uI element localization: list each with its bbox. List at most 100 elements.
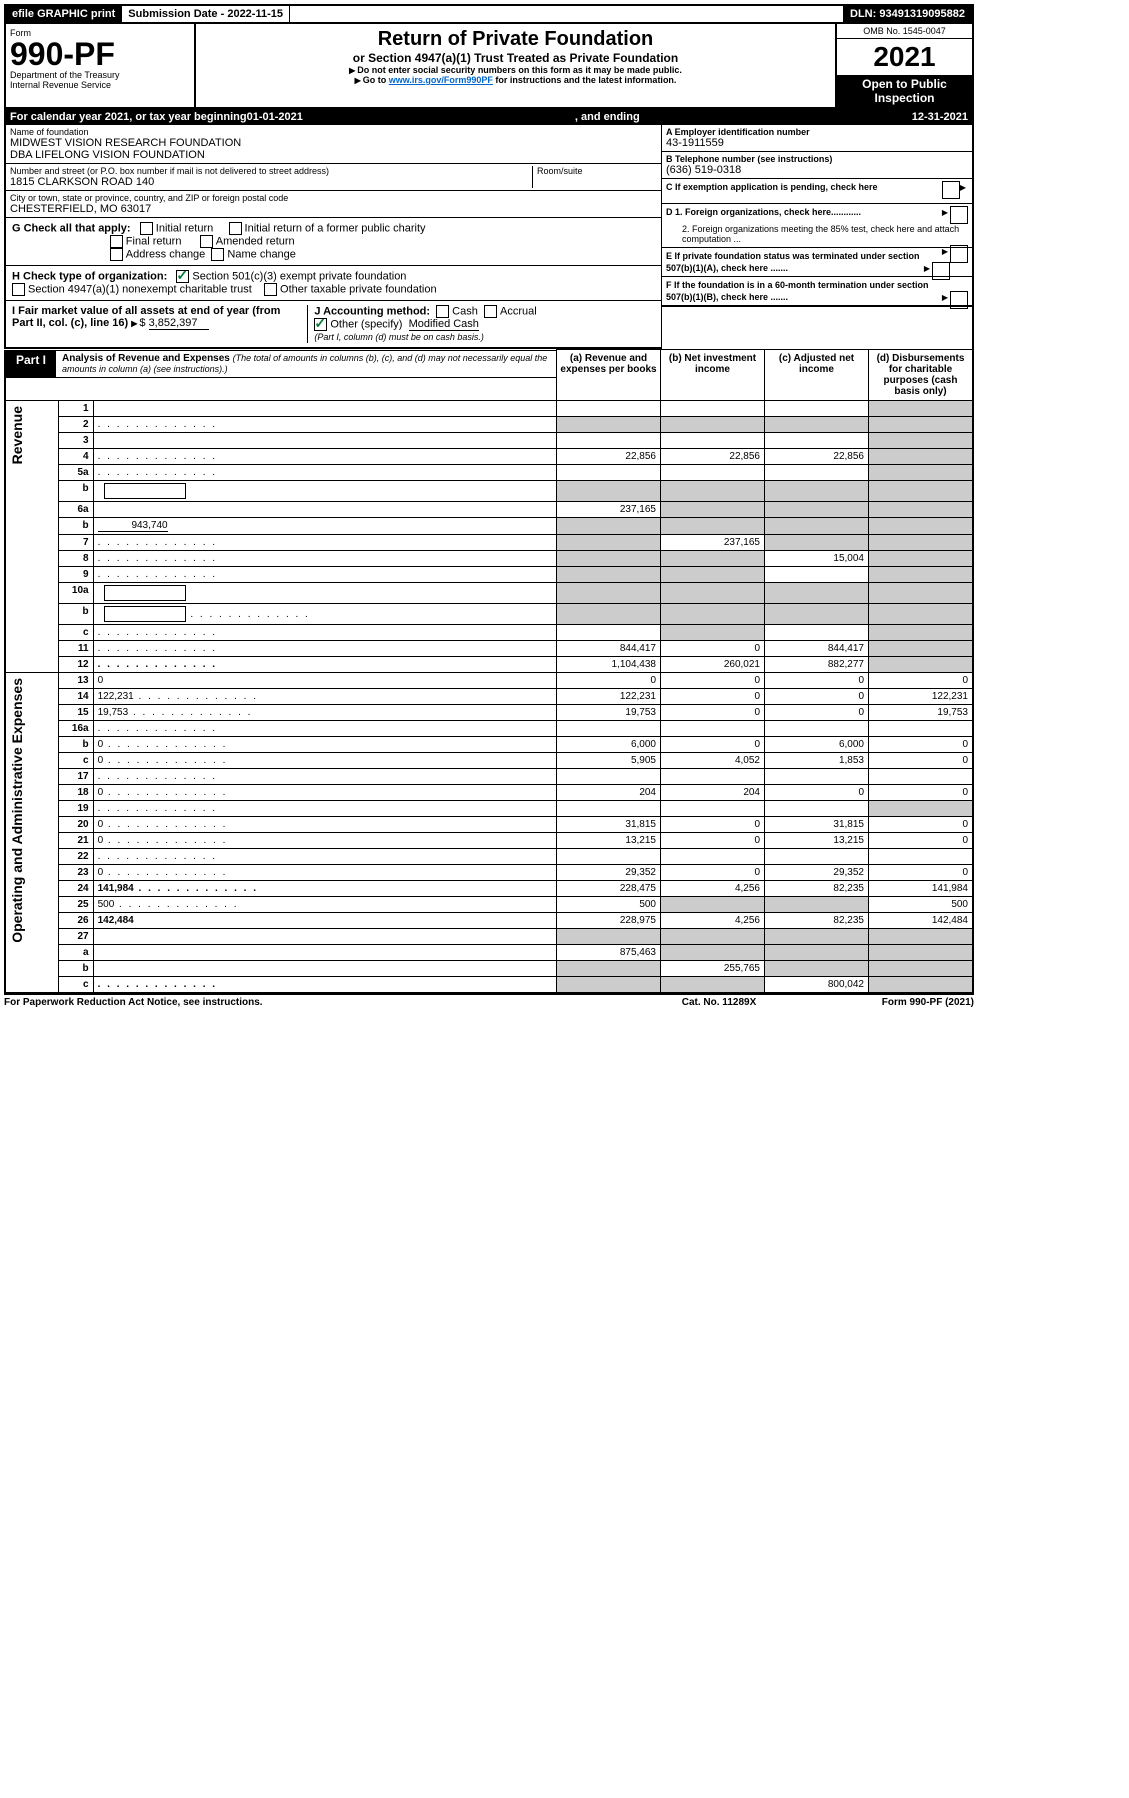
section-g: G Check all that apply: Initial return I… <box>6 218 661 266</box>
table-row: c 800,042 <box>5 977 973 994</box>
cell-d: 0 <box>869 833 974 849</box>
cell-d <box>869 449 974 465</box>
chk-501c3[interactable] <box>176 270 189 283</box>
cell-c: 6,000 <box>765 737 869 753</box>
col-b-header: (b) Net investment income <box>661 350 765 401</box>
line-desc: 142,484 <box>93 913 556 929</box>
line-number: c <box>58 625 93 641</box>
line-desc <box>93 465 556 481</box>
cell-d: 500 <box>869 897 974 913</box>
line-desc <box>93 721 556 737</box>
cell-b: 260,021 <box>661 657 765 673</box>
line-number: 19 <box>58 801 93 817</box>
cell-d: 0 <box>869 785 974 801</box>
table-row: Revenue1 <box>5 401 973 417</box>
line-desc <box>93 849 556 865</box>
cell-b: 4,052 <box>661 753 765 769</box>
chk-other-method[interactable] <box>314 318 327 331</box>
cell-a: 1,104,438 <box>557 657 661 673</box>
chk-initial[interactable] <box>140 222 153 235</box>
cell-c: 800,042 <box>765 977 869 994</box>
cell-b <box>661 551 765 567</box>
cell-d: 0 <box>869 737 974 753</box>
line-number: 11 <box>58 641 93 657</box>
part1-title: Analysis of Revenue and Expenses <box>62 353 230 364</box>
cell-b <box>661 721 765 737</box>
form-number: 990-PF <box>10 38 190 70</box>
chk-cash[interactable] <box>436 305 449 318</box>
addr-label: Number and street (or P.O. box number if… <box>10 166 532 176</box>
cell-b <box>661 465 765 481</box>
chk-4947[interactable] <box>12 283 25 296</box>
col-c-header: (c) Adjusted net income <box>765 350 869 401</box>
table-row: 11844,4170844,417 <box>5 641 973 657</box>
cell-c <box>765 465 869 481</box>
chk-f[interactable] <box>950 291 968 309</box>
irs-link[interactable]: www.irs.gov/Form990PF <box>389 75 493 85</box>
line-number: 8 <box>58 551 93 567</box>
chk-amended[interactable] <box>200 235 213 248</box>
cell-c <box>765 567 869 583</box>
cell-d <box>869 465 974 481</box>
cell-c <box>765 929 869 945</box>
cell-d <box>869 977 974 994</box>
chk-other-taxable[interactable] <box>264 283 277 296</box>
cell-b: 237,165 <box>661 535 765 551</box>
table-row: 18020420400 <box>5 785 973 801</box>
irs-line: Internal Revenue Service <box>10 80 190 90</box>
cell-c: 1,853 <box>765 753 869 769</box>
chk-c[interactable] <box>942 181 960 199</box>
chk-accrual[interactable] <box>484 305 497 318</box>
cell-d <box>869 502 974 518</box>
line-number: 6a <box>58 502 93 518</box>
line-number: 14 <box>58 689 93 705</box>
cell-a <box>557 849 661 865</box>
line-desc <box>93 481 556 502</box>
table-row: b255,765 <box>5 961 973 977</box>
cell-b: 0 <box>661 689 765 705</box>
line-number: 13 <box>58 673 93 689</box>
form-subtitle: or Section 4947(a)(1) Trust Treated as P… <box>204 51 827 65</box>
cell-c <box>765 502 869 518</box>
cell-d: 141,984 <box>869 881 974 897</box>
table-row: 23029,352029,3520 <box>5 865 973 881</box>
cell-a <box>557 481 661 502</box>
line-number: b <box>58 961 93 977</box>
table-row: 422,85622,85622,856 <box>5 449 973 465</box>
cell-a <box>557 583 661 604</box>
chk-e[interactable] <box>932 262 950 280</box>
cell-c: 22,856 <box>765 449 869 465</box>
chk-final[interactable] <box>110 235 123 248</box>
label-i: I Fair market value of all assets at end… <box>12 305 280 329</box>
chk-d2[interactable] <box>950 245 968 263</box>
submission-date: Submission Date - 2022-11-15 <box>122 6 290 22</box>
table-row: b <box>5 604 973 625</box>
cell-d <box>869 625 974 641</box>
cell-d <box>869 961 974 977</box>
footer-left: For Paperwork Reduction Act Notice, see … <box>4 997 634 1008</box>
cell-a: 29,352 <box>557 865 661 881</box>
line-desc <box>93 401 556 417</box>
chk-initial-former[interactable] <box>229 222 242 235</box>
cell-c <box>765 849 869 865</box>
table-row: a875,463 <box>5 945 973 961</box>
line-number: c <box>58 977 93 994</box>
cell-d <box>869 481 974 502</box>
cell-c <box>765 625 869 641</box>
line-number: 5a <box>58 465 93 481</box>
cell-b <box>661 401 765 417</box>
cell-d <box>869 721 974 737</box>
cell-b <box>661 502 765 518</box>
cell-a: 237,165 <box>557 502 661 518</box>
line-desc <box>93 502 556 518</box>
cell-b <box>661 481 765 502</box>
section-ij: I Fair market value of all assets at end… <box>6 301 661 349</box>
cell-b: 22,856 <box>661 449 765 465</box>
line-number: 26 <box>58 913 93 929</box>
cell-d <box>869 641 974 657</box>
line-number: 18 <box>58 785 93 801</box>
cell-d <box>869 401 974 417</box>
chk-address[interactable] <box>110 248 123 261</box>
chk-name[interactable] <box>211 248 224 261</box>
chk-d1[interactable] <box>950 206 968 224</box>
